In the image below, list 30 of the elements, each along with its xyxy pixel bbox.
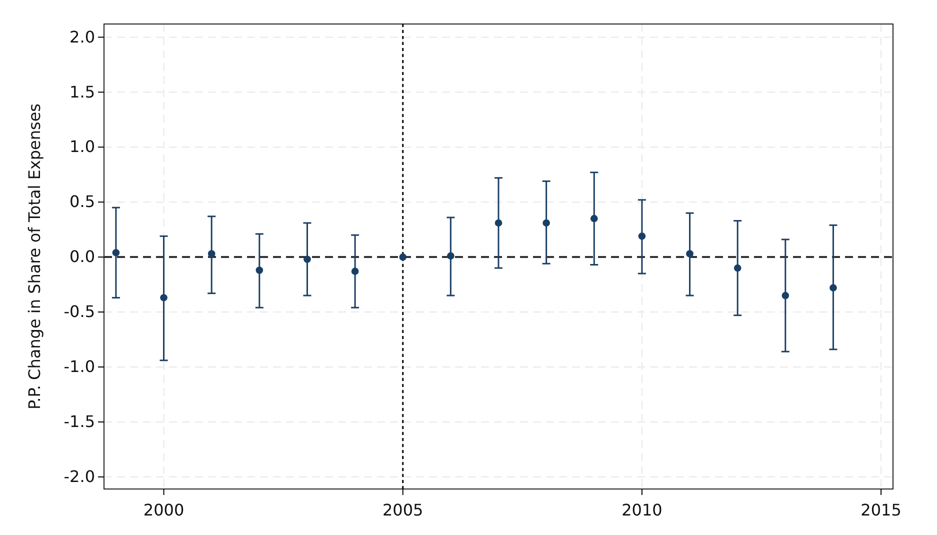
point	[208, 250, 216, 258]
x-tick-label: 2010	[622, 500, 662, 520]
x-tick-label: 2015	[860, 500, 902, 520]
x-tick-label: 2000	[143, 500, 184, 520]
point	[782, 292, 790, 300]
point	[256, 266, 264, 274]
point	[160, 294, 168, 302]
y-tick-label: -1.0	[64, 357, 95, 376]
point	[542, 219, 550, 227]
y-tick-label: 1.5	[70, 82, 95, 102]
point	[447, 252, 454, 260]
point	[494, 219, 502, 227]
point	[399, 253, 407, 261]
point	[638, 232, 646, 240]
point	[304, 256, 311, 263]
y-tick-label: 1.0	[70, 137, 95, 156]
point	[686, 250, 694, 258]
y-axis-title: P.P. Change in Share of Total Expenses	[25, 103, 44, 410]
y-tick-label: -0.5	[64, 302, 95, 322]
y-tick-label: 0.0	[70, 247, 95, 266]
x-tick-label: 2005	[382, 500, 424, 520]
y-tick-label: 0.5	[70, 192, 95, 212]
point	[734, 264, 742, 272]
point	[112, 249, 120, 256]
point	[351, 268, 359, 275]
y-tick-label: 2.0	[70, 27, 95, 46]
point	[830, 284, 837, 292]
point	[590, 214, 598, 222]
y-tick-label: -1.5	[64, 412, 95, 432]
y-tick-label: -2.0	[64, 467, 95, 486]
